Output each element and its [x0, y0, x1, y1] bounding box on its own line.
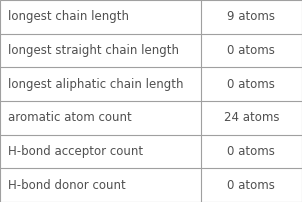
Text: 9 atoms: 9 atoms [227, 10, 275, 23]
Text: aromatic atom count: aromatic atom count [8, 111, 131, 124]
Text: H-bond acceptor count: H-bond acceptor count [8, 145, 143, 158]
Text: 0 atoms: 0 atoms [227, 78, 275, 91]
Text: 24 atoms: 24 atoms [224, 111, 279, 124]
Text: 0 atoms: 0 atoms [227, 179, 275, 192]
Text: longest straight chain length: longest straight chain length [8, 44, 178, 57]
Text: H-bond donor count: H-bond donor count [8, 179, 125, 192]
Text: longest aliphatic chain length: longest aliphatic chain length [8, 78, 183, 91]
Text: longest chain length: longest chain length [8, 10, 129, 23]
Text: 0 atoms: 0 atoms [227, 145, 275, 158]
Text: 0 atoms: 0 atoms [227, 44, 275, 57]
